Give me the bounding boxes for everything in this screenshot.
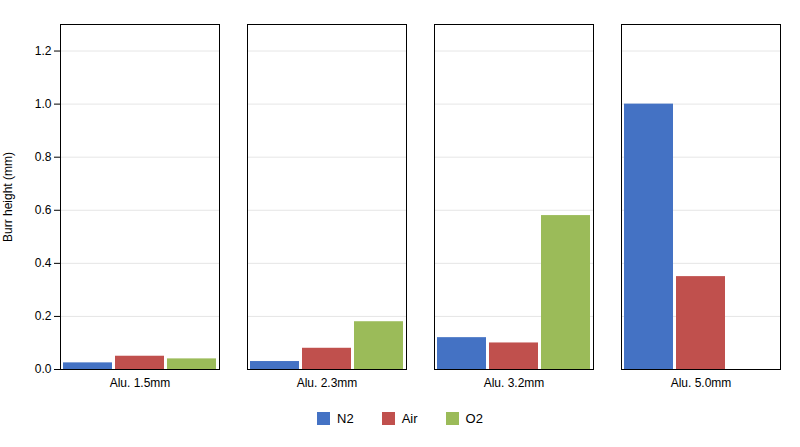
svg-text:Alu. 1.5mm: Alu. 1.5mm	[110, 376, 171, 390]
html-text:Air: Air	[401, 411, 418, 426]
svg-text:Alu. 3.2mm: Alu. 3.2mm	[484, 376, 545, 390]
svg-text:0.6: 0.6	[35, 203, 52, 217]
svg-text:Burr height (mm): Burr height (mm)	[1, 152, 15, 242]
svg-text:Alu. 2.3mm: Alu. 2.3mm	[297, 376, 358, 390]
svg-text:Alu. 5.0mm: Alu. 5.0mm	[671, 376, 732, 390]
svg-text:1.0: 1.0	[35, 97, 52, 111]
svg-text:0.0: 0.0	[35, 362, 52, 376]
svg-text:0.4: 0.4	[35, 256, 52, 270]
svg-text:0.2: 0.2	[35, 309, 52, 323]
html-text:O2: O2	[465, 411, 483, 426]
svg-text:0.8: 0.8	[35, 150, 52, 164]
html-text:N2: N2	[337, 411, 354, 426]
svg-text:1.2: 1.2	[35, 44, 52, 58]
